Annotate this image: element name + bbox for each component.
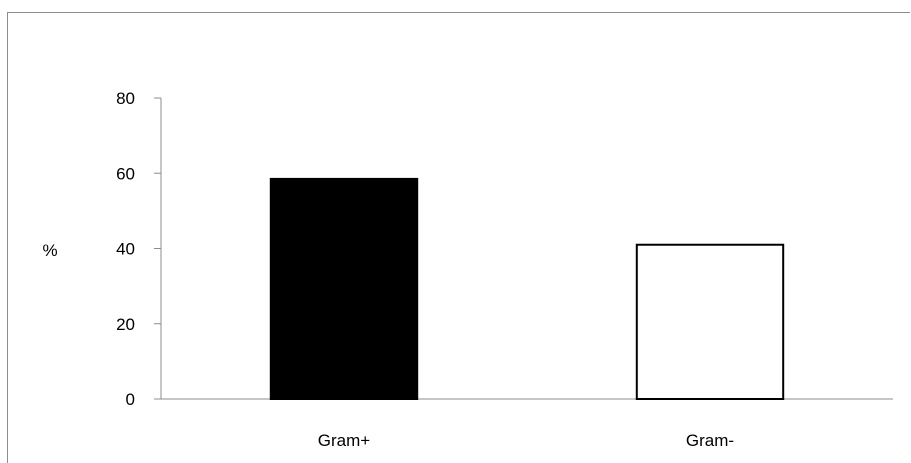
bars: [269, 177, 785, 400]
bar-gram-positive: [269, 177, 419, 400]
y-tick-label: 0: [126, 390, 135, 409]
y-tick-label: 80: [116, 89, 135, 108]
x-tick-labels: Gram+ Gram-: [318, 431, 734, 450]
y-axis-label: %: [42, 241, 57, 260]
bar-gram-negative: [635, 243, 785, 400]
chart-frame: [7, 12, 910, 463]
y-tick-label: 20: [116, 315, 135, 334]
x-tick-label: Gram-: [686, 431, 734, 450]
y-tick-label: 60: [116, 164, 135, 183]
y-tick-label: 40: [116, 240, 135, 259]
y-ticks: 0 20 40 60 80: [116, 89, 161, 409]
x-tick-label: Gram+: [318, 431, 371, 450]
